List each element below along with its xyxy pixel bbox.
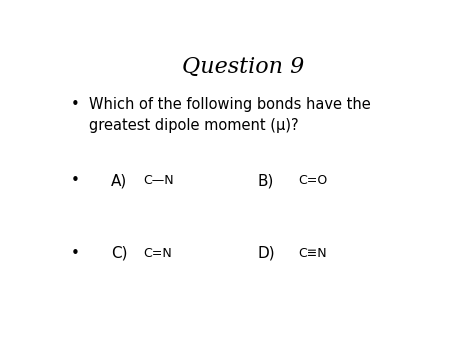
Text: C): C)	[110, 246, 127, 261]
Text: Which of the following bonds have the
greatest dipole moment (μ)?: Which of the following bonds have the gr…	[89, 97, 370, 133]
Text: D): D)	[258, 246, 275, 261]
Text: C—N: C—N	[144, 174, 174, 187]
Text: •: •	[70, 173, 79, 188]
Text: •: •	[70, 246, 79, 261]
Text: A): A)	[110, 173, 127, 188]
Text: C=N: C=N	[144, 247, 173, 260]
Text: B): B)	[258, 173, 274, 188]
Text: •: •	[70, 97, 79, 112]
Text: C≡N: C≡N	[298, 247, 327, 260]
Text: C=O: C=O	[298, 174, 327, 187]
Text: Question 9: Question 9	[182, 56, 304, 78]
